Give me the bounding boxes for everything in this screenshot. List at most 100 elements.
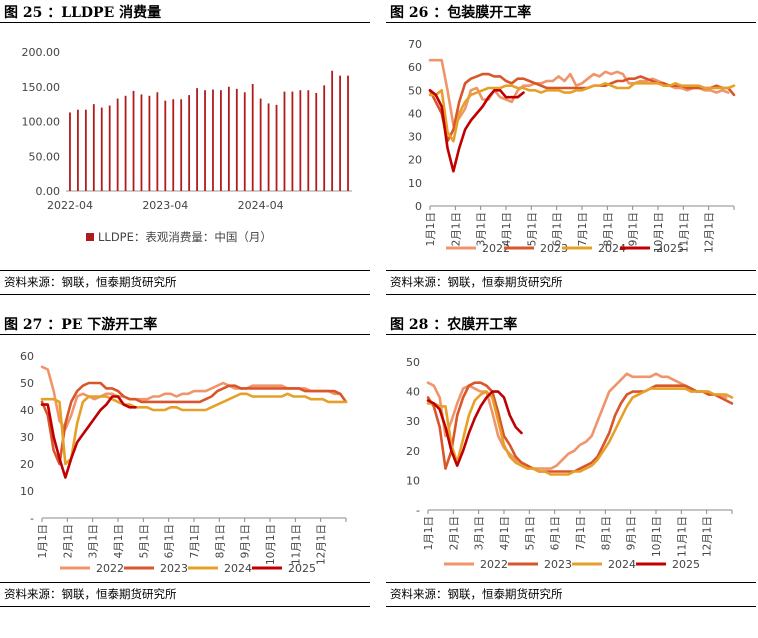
bar [339,75,341,191]
bar [323,85,326,191]
y-tick-label: 20 [406,445,420,458]
series-line-2023 [40,381,348,466]
y-tick-label: 10 [20,485,34,498]
panel-title: 图 28 ：农膜开工率 [390,317,518,333]
legend-label: 2023 [540,242,568,255]
y-tick-label: 0 [415,200,422,213]
bar [235,88,238,191]
y-tick-label: 50 [406,356,420,369]
x-tick-label: 2月1日 [448,516,460,550]
series-line-2024 [428,81,736,143]
bottom-rule [386,294,756,295]
y-tick-label: 20 [20,458,34,471]
y-tick-label: 0.00 [36,185,61,198]
y-tick-label: 50 [20,377,34,390]
x-tick-label: 11月1日 [676,516,688,557]
bar [227,86,230,191]
y-tick-label: 200.00 [22,46,61,59]
bar [307,90,310,191]
legend-label: LLDPE：表观消费量：中国（月） [98,230,272,244]
bar [164,100,167,191]
source-rule [386,270,756,271]
legend-label: 2023 [544,558,572,571]
title-rule [386,334,756,335]
bar [108,105,111,191]
series-line-2022 [426,372,728,470]
y-tick-label: 100.00 [22,116,61,129]
bottom-rule [386,606,756,607]
bar [283,91,286,191]
bottom-rule [0,606,370,607]
x-tick-label: 6月1日 [164,524,176,558]
series-line-2024 [426,387,734,476]
bar [148,95,151,191]
x-tick-label: 2022-04 [47,199,93,212]
y-tick-label: 70 [408,38,422,51]
source-note: 资料来源：钢联，恒泰期货研究所 [390,275,563,289]
bar [140,94,143,191]
x-tick-label: 9月1日 [626,516,638,550]
x-tick-label: 11月1日 [290,524,302,565]
y-tick-label: - [30,512,34,525]
y-tick-label: 30 [408,131,422,144]
bar [347,75,349,191]
y-tick-label: 20 [408,154,422,167]
x-tick-label: 11月1日 [678,212,690,253]
source-note: 资料来源：钢联，恒泰期货研究所 [4,587,177,601]
panel-title: 图 27 ：PE 下游开工率 [4,317,158,333]
chart-panel-packaging-film-rate: 图 26 ：包装膜开工率 0 10 20 30 40 50 60 70 1月1日 2月1日 3月1日… [386,0,756,300]
bar [243,92,246,191]
x-tick-label: 7月1日 [189,524,201,558]
series-line-2025 [428,89,525,173]
bottom-rule [0,294,370,295]
bar [116,98,119,191]
bar [77,109,79,191]
source-note: 资料来源：钢联，恒泰期货研究所 [390,587,563,601]
bar [180,99,183,191]
y-tick-label: 150.00 [22,81,61,94]
x-tick-label: 4月1日 [501,212,513,246]
source-rule [0,270,370,271]
legend-swatch [86,233,94,241]
legend-label: 2022 [480,558,508,571]
series-line-2023 [426,381,734,473]
x-tick-label: 5月1日 [138,524,150,558]
y-tick-label: - [416,504,420,517]
legend-label: 2022 [482,242,510,255]
y-tick-label: 30 [20,431,34,444]
bar [331,70,334,191]
chart-panel-agri-film-rate: 图 28 ：农膜开工率 10 20 30 40 50 -1月1日 2月1日 3月1日 4月1日 5… [386,312,756,612]
x-tick-label: 10月1日 [651,516,663,557]
bar [212,89,214,191]
x-tick-label: 1月1日 [425,212,437,246]
series-line-2022 [428,58,730,127]
x-tick-label: 3月1日 [88,524,100,558]
x-tick-label: 8月1日 [602,212,614,246]
x-tick-label: 7月1日 [575,516,587,550]
source-rule [0,582,370,583]
x-tick-label: 2月1日 [62,524,74,558]
x-tick-label: 8月1日 [214,524,226,558]
x-tick-label: 7月1日 [577,212,589,246]
bar [251,83,254,191]
x-tick-label: 2月1日 [450,212,462,246]
x-tick-label: 5月1日 [524,516,536,550]
bar [92,104,95,191]
x-tick-label: 6月1日 [550,516,562,550]
legend-label: 2022 [96,562,124,575]
x-tick-label: 10月1日 [653,212,665,253]
bar [291,91,294,191]
title-rule [0,22,370,23]
x-tick-label: 2024-04 [238,199,284,212]
legend-label: 2025 [656,242,684,255]
bar [100,107,103,191]
source-note: 资料来源：钢联，恒泰期货研究所 [4,275,177,289]
y-tick-label: 50 [408,84,422,97]
y-tick-label: 10 [408,177,422,190]
bar [132,90,135,191]
x-tick-label: 3月1日 [476,212,488,246]
x-tick-label: 2023-04 [142,199,188,212]
chart-panel-lldpe-consumption: 图 25 ：LLDPE 消费量 0.00 50.00 100.00 150.00 200… [0,0,370,300]
x-tick-label: 10月1日 [265,524,277,565]
bar [196,88,198,191]
